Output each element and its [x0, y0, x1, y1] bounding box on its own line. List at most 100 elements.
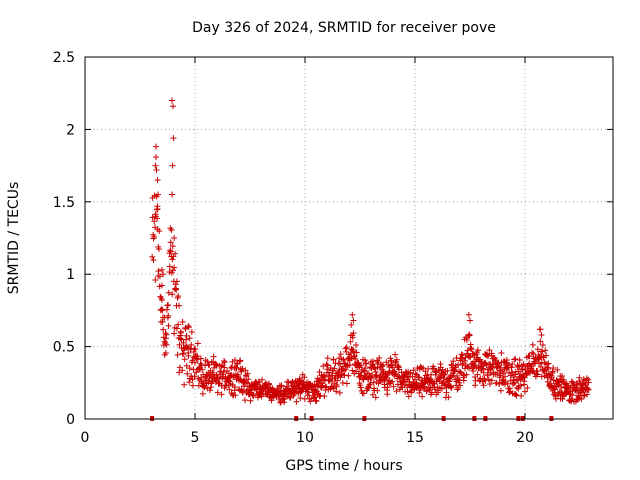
data-point [517, 382, 524, 389]
data-point [155, 246, 162, 253]
data-point [353, 349, 360, 356]
data-point [362, 357, 369, 364]
data-point [574, 381, 581, 388]
data-point [544, 364, 551, 371]
data-point [500, 370, 507, 377]
data-point [307, 398, 314, 405]
data-point [387, 380, 394, 387]
data-point [372, 368, 379, 375]
data-point [342, 366, 349, 373]
data-point [244, 380, 251, 387]
data-point [312, 397, 319, 404]
data-point [552, 392, 559, 399]
data-point [335, 360, 342, 367]
data-point [362, 365, 369, 372]
data-point [519, 365, 526, 372]
data-point [488, 377, 495, 384]
data-point [537, 338, 544, 345]
data-point [371, 365, 378, 372]
data-point [350, 330, 357, 337]
data-point [584, 391, 591, 398]
data-point [156, 228, 163, 235]
data-point [343, 344, 350, 351]
peak-point [168, 97, 175, 104]
data-point [514, 364, 521, 371]
data-point [320, 363, 327, 370]
data-point [428, 389, 435, 396]
data-point [376, 354, 383, 361]
data-point [549, 368, 556, 375]
data-point [524, 384, 531, 391]
data-point [416, 389, 423, 396]
data-point [374, 387, 381, 394]
data-point [384, 384, 391, 391]
data-point [521, 374, 528, 381]
data-point [185, 323, 192, 330]
x-tick-label: 0 [81, 430, 90, 446]
data-point [319, 380, 326, 387]
grid-lines [85, 57, 613, 419]
data-point [175, 293, 182, 300]
data-point [336, 355, 343, 362]
data-point [515, 385, 522, 392]
y-tick-label: 1.5 [53, 195, 75, 211]
data-point [186, 379, 193, 386]
data-point [197, 355, 204, 362]
data-point [238, 368, 245, 375]
data-point [349, 367, 356, 374]
data-point [202, 362, 209, 369]
data-point [173, 325, 180, 332]
data-point [391, 371, 398, 378]
data-point [545, 366, 552, 372]
peak-point [169, 191, 176, 198]
data-point [480, 382, 487, 389]
data-point [330, 356, 337, 363]
y-tick-label: 2.5 [53, 50, 75, 66]
data-point [231, 357, 238, 364]
data-point [185, 352, 192, 359]
data-point [237, 357, 244, 364]
data-point [497, 364, 504, 371]
data-point [163, 306, 170, 313]
data-point [324, 355, 331, 362]
data-point [293, 398, 300, 405]
x-tick-label: 15 [406, 430, 424, 446]
data-point [463, 371, 470, 378]
data-point [207, 384, 214, 391]
data-point [333, 383, 340, 390]
data-point [476, 358, 483, 365]
data-point [486, 381, 493, 388]
data-point [516, 357, 523, 364]
data-point [297, 389, 304, 396]
data-point [515, 377, 522, 384]
data-point [171, 264, 178, 271]
data-point [259, 376, 266, 383]
data-point [353, 341, 360, 348]
data-point [417, 363, 424, 370]
data-point [297, 395, 304, 402]
peak-point [155, 191, 162, 198]
data-point [501, 373, 508, 380]
data-point [175, 321, 182, 328]
data-point [450, 358, 457, 365]
data-point [468, 345, 475, 352]
data-point [556, 379, 563, 386]
x-tick-label: 10 [296, 430, 314, 446]
peak-point [538, 332, 545, 339]
data-point [196, 365, 203, 372]
data-point [436, 367, 443, 374]
data-point [347, 338, 354, 345]
data-point [389, 378, 396, 385]
data-point [494, 363, 501, 370]
data-point [176, 364, 183, 371]
data-point [180, 351, 187, 358]
data-point [493, 357, 500, 364]
data-point [559, 372, 566, 379]
data-point [470, 368, 477, 375]
data-point [149, 253, 156, 260]
data-point [480, 365, 487, 372]
data-point [445, 394, 452, 401]
x-tick-label: 5 [191, 430, 200, 446]
data-point [188, 341, 195, 348]
